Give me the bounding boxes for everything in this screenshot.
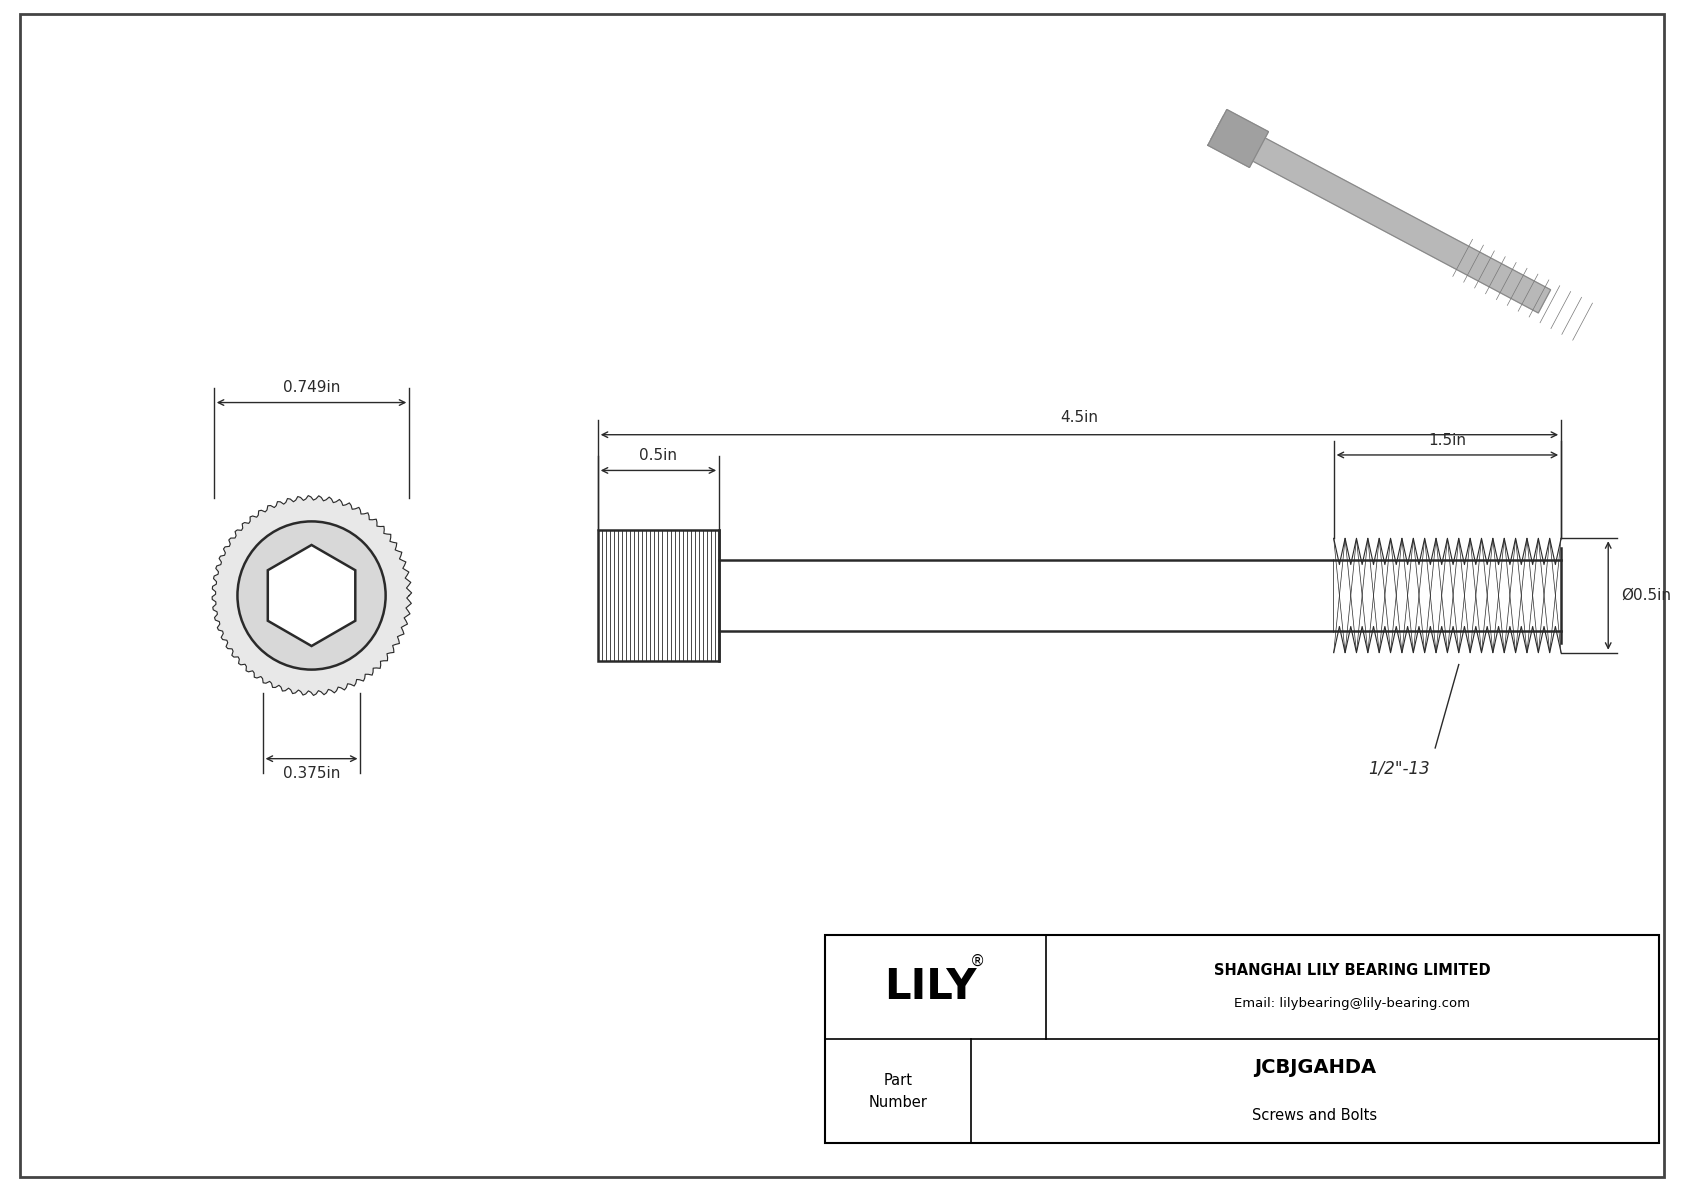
Bar <box>825 935 1659 1143</box>
Text: LILY: LILY <box>884 966 977 1008</box>
Circle shape <box>237 522 386 669</box>
Text: 0.5in: 0.5in <box>640 448 677 463</box>
Text: 0.375in: 0.375in <box>283 766 340 781</box>
Text: JCBJGAHDA: JCBJGAHDA <box>1255 1058 1376 1077</box>
Text: ®: ® <box>970 953 985 968</box>
Text: 1.5in: 1.5in <box>1428 432 1467 448</box>
Text: Screws and Bolts: Screws and Bolts <box>1253 1108 1378 1123</box>
Polygon shape <box>1211 116 1551 313</box>
Text: 0.749in: 0.749in <box>283 380 340 395</box>
Text: SHANGHAI LILY BEARING LIMITED: SHANGHAI LILY BEARING LIMITED <box>1214 962 1490 978</box>
Text: Part
Number: Part Number <box>869 1073 928 1110</box>
Text: 1/2"-13: 1/2"-13 <box>1367 760 1430 778</box>
Polygon shape <box>1334 538 1561 653</box>
Polygon shape <box>268 545 355 646</box>
Text: Email: lilybearing@lily-bearing.com: Email: lilybearing@lily-bearing.com <box>1234 997 1470 1010</box>
Polygon shape <box>1207 110 1268 168</box>
Text: Ø0.5in: Ø0.5in <box>1622 588 1672 603</box>
Polygon shape <box>719 560 1334 631</box>
Polygon shape <box>212 495 411 696</box>
Text: 4.5in: 4.5in <box>1061 410 1098 425</box>
